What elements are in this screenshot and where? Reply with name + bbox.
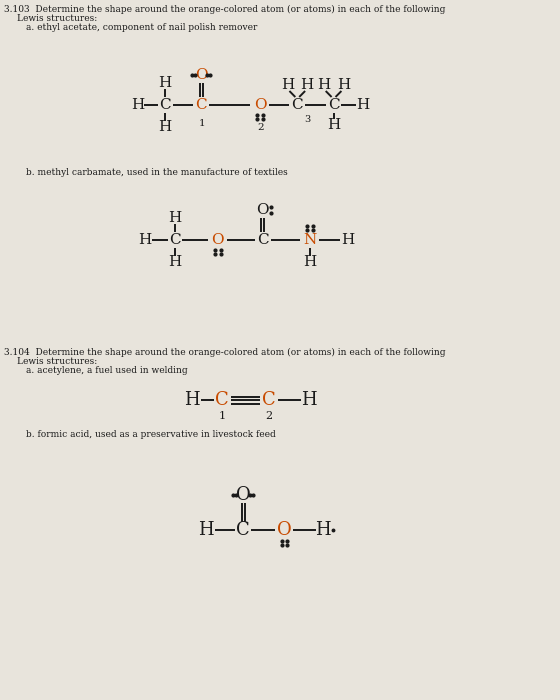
Text: C: C xyxy=(236,521,250,539)
Text: C: C xyxy=(195,98,207,112)
Text: C: C xyxy=(291,98,303,112)
Text: N: N xyxy=(304,233,316,247)
Text: O: O xyxy=(212,233,224,247)
Text: 2: 2 xyxy=(265,411,272,421)
Text: O: O xyxy=(277,521,292,539)
Text: H: H xyxy=(138,233,152,247)
Text: H: H xyxy=(327,118,340,132)
Text: H: H xyxy=(168,255,181,269)
Text: 1: 1 xyxy=(199,118,206,127)
Text: Lewis structures:: Lewis structures: xyxy=(17,14,97,23)
Text: H: H xyxy=(356,98,370,112)
Text: H: H xyxy=(337,78,350,92)
Text: H: H xyxy=(184,391,200,409)
Text: O: O xyxy=(195,68,207,82)
Text: Lewis structures:: Lewis structures: xyxy=(17,357,97,366)
Text: C: C xyxy=(215,391,228,409)
Text: C: C xyxy=(328,98,339,112)
Text: H: H xyxy=(198,521,214,539)
Text: C: C xyxy=(257,233,269,247)
Text: C: C xyxy=(169,233,180,247)
Text: a. ethyl acetate, component of nail polish remover: a. ethyl acetate, component of nail poli… xyxy=(26,23,258,32)
Text: H: H xyxy=(168,211,181,225)
Text: H: H xyxy=(281,78,294,92)
Text: H: H xyxy=(340,233,354,247)
Text: H: H xyxy=(301,78,314,92)
Text: 1: 1 xyxy=(218,411,225,421)
Text: O: O xyxy=(254,98,267,112)
Text: O: O xyxy=(256,203,269,217)
Text: 3.104  Determine the shape around the orange-colored atom (or atoms) in each of : 3.104 Determine the shape around the ora… xyxy=(4,348,445,357)
Text: 3.103  Determine the shape around the orange-colored atom (or atoms) in each of : 3.103 Determine the shape around the ora… xyxy=(4,5,445,14)
Text: H: H xyxy=(130,98,144,112)
Text: b. formic acid, used as a preservative in livestock feed: b. formic acid, used as a preservative i… xyxy=(26,430,276,439)
Text: H: H xyxy=(158,120,171,134)
Text: 3: 3 xyxy=(304,115,310,123)
Text: H: H xyxy=(304,255,316,269)
Text: C: C xyxy=(159,98,171,112)
Text: H: H xyxy=(158,76,171,90)
Text: C: C xyxy=(262,391,276,409)
Text: H: H xyxy=(315,521,330,539)
Text: O: O xyxy=(236,486,251,504)
Text: a. acetylene, a fuel used in welding: a. acetylene, a fuel used in welding xyxy=(26,366,188,375)
Text: 2: 2 xyxy=(258,122,264,132)
Text: H: H xyxy=(317,78,330,92)
Text: H: H xyxy=(301,391,317,409)
Text: b. methyl carbamate, used in the manufacture of textiles: b. methyl carbamate, used in the manufac… xyxy=(26,168,288,177)
